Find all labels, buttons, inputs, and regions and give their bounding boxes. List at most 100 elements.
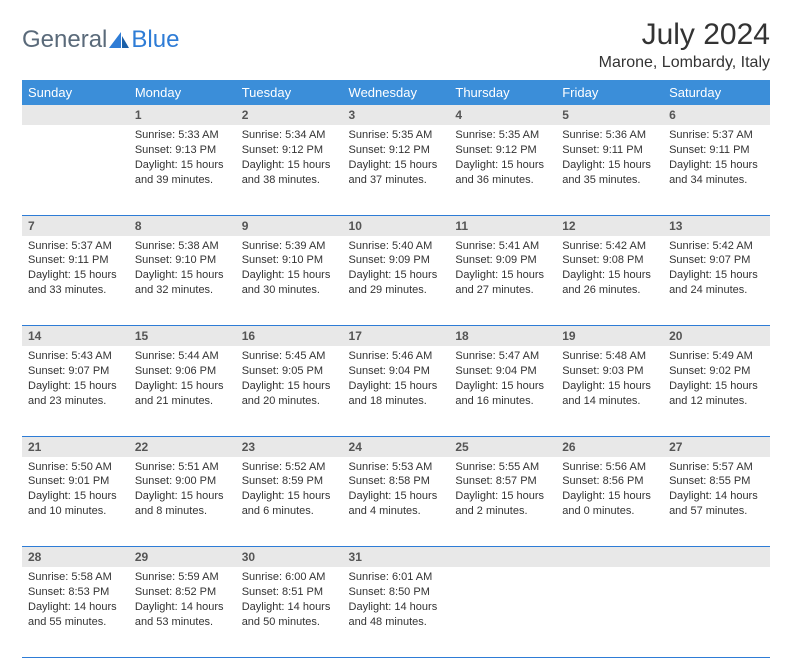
day-number: 18: [449, 326, 556, 347]
day-details: Sunrise: 5:34 AMSunset: 9:12 PMDaylight:…: [236, 125, 343, 193]
sunset-text: Sunset: 8:57 PM: [455, 474, 550, 489]
daylight-text: Daylight: 15 hours and 23 minutes.: [28, 379, 123, 409]
day-cell: Sunrise: 5:42 AMSunset: 9:08 PMDaylight:…: [556, 236, 663, 326]
day-details: Sunrise: 5:50 AMSunset: 9:01 PMDaylight:…: [22, 457, 129, 525]
daylight-text: Daylight: 14 hours and 50 minutes.: [242, 600, 337, 630]
day-cell: Sunrise: 5:58 AMSunset: 8:53 PMDaylight:…: [22, 567, 129, 657]
sunset-text: Sunset: 9:08 PM: [562, 253, 657, 268]
day-cell: Sunrise: 5:53 AMSunset: 8:58 PMDaylight:…: [343, 457, 450, 547]
sunset-text: Sunset: 9:11 PM: [28, 253, 123, 268]
daylight-text: Daylight: 15 hours and 34 minutes.: [669, 158, 764, 188]
weekday-header: Saturday: [663, 80, 770, 105]
day-details: Sunrise: 5:56 AMSunset: 8:56 PMDaylight:…: [556, 457, 663, 525]
calendar-table: Sunday Monday Tuesday Wednesday Thursday…: [22, 80, 770, 658]
sunset-text: Sunset: 8:59 PM: [242, 474, 337, 489]
sunrise-text: Sunrise: 5:59 AM: [135, 570, 230, 585]
sunrise-text: Sunrise: 6:00 AM: [242, 570, 337, 585]
calendar-body: 123456Sunrise: 5:33 AMSunset: 9:13 PMDay…: [22, 105, 770, 657]
day-cell: Sunrise: 5:42 AMSunset: 9:07 PMDaylight:…: [663, 236, 770, 326]
day-details: Sunrise: 5:58 AMSunset: 8:53 PMDaylight:…: [22, 567, 129, 635]
day-number: 30: [236, 547, 343, 568]
sunset-text: Sunset: 9:07 PM: [28, 364, 123, 379]
day-details: Sunrise: 5:59 AMSunset: 8:52 PMDaylight:…: [129, 567, 236, 635]
daylight-text: Daylight: 14 hours and 48 minutes.: [349, 600, 444, 630]
sunrise-text: Sunrise: 5:37 AM: [28, 239, 123, 254]
day-details: Sunrise: 5:35 AMSunset: 9:12 PMDaylight:…: [343, 125, 450, 193]
day-number: 11: [449, 215, 556, 236]
day-content-row: Sunrise: 5:37 AMSunset: 9:11 PM Daylight:…: [22, 236, 770, 326]
day-number: 16: [236, 326, 343, 347]
daylight-text: Daylight: 15 hours and 39 minutes.: [135, 158, 230, 188]
sunset-text: Sunset: 9:05 PM: [242, 364, 337, 379]
day-number: 21: [22, 436, 129, 457]
sunrise-text: Sunrise: 5:55 AM: [455, 460, 550, 475]
sunset-text: Sunset: 9:01 PM: [28, 474, 123, 489]
daylight-text: Daylight: 15 hours and 10 minutes.: [28, 489, 123, 519]
sunrise-text: Sunrise: 5:44 AM: [135, 349, 230, 364]
sunset-text: Sunset: 9:12 PM: [242, 143, 337, 158]
weekday-header: Friday: [556, 80, 663, 105]
day-details: Sunrise: 5:38 AMSunset: 9:10 PMDaylight:…: [129, 236, 236, 304]
sunrise-text: Sunrise: 5:35 AM: [455, 128, 550, 143]
sunrise-text: Sunrise: 5:58 AM: [28, 570, 123, 585]
day-cell: Sunrise: 6:00 AMSunset: 8:51 PMDaylight:…: [236, 567, 343, 657]
sunrise-text: Sunrise: 5:42 AM: [562, 239, 657, 254]
day-cell: Sunrise: 5:37 AMSunset: 9:11 PMDaylight:…: [22, 236, 129, 326]
daylight-text: Daylight: 14 hours and 55 minutes.: [28, 600, 123, 630]
sunrise-text: Sunrise: 5:50 AM: [28, 460, 123, 475]
daylight-text: Daylight: 15 hours and 8 minutes.: [135, 489, 230, 519]
day-cell: Sunrise: 5:51 AMSunset: 9:00 PMDaylight:…: [129, 457, 236, 547]
day-cell: Sunrise: 5:50 AMSunset: 9:01 PMDaylight:…: [22, 457, 129, 547]
day-number: 8: [129, 215, 236, 236]
day-cell: Sunrise: 5:40 AMSunset: 9:09 PMDaylight:…: [343, 236, 450, 326]
daylight-text: Daylight: 15 hours and 32 minutes.: [135, 268, 230, 298]
sunset-text: Sunset: 9:12 PM: [349, 143, 444, 158]
sunset-text: Sunset: 9:11 PM: [669, 143, 764, 158]
day-number: 14: [22, 326, 129, 347]
day-cell: Sunrise: 5:44 AMSunset: 9:06 PMDaylight:…: [129, 346, 236, 436]
day-cell: [449, 567, 556, 657]
day-details: Sunrise: 5:51 AMSunset: 9:00 PMDaylight:…: [129, 457, 236, 525]
sunrise-text: Sunrise: 5:42 AM: [669, 239, 764, 254]
daylight-text: Daylight: 15 hours and 36 minutes.: [455, 158, 550, 188]
sunset-text: Sunset: 9:12 PM: [455, 143, 550, 158]
day-number: 1: [129, 105, 236, 125]
sunrise-text: Sunrise: 5:46 AM: [349, 349, 444, 364]
sunrise-text: Sunrise: 5:34 AM: [242, 128, 337, 143]
title-block: July 2024 Marone, Lombardy, Italy: [599, 18, 770, 72]
sunset-text: Sunset: 8:50 PM: [349, 585, 444, 600]
daylight-text: Daylight: 15 hours and 35 minutes.: [562, 158, 657, 188]
brand-blue: Blue: [131, 26, 179, 54]
sunset-text: Sunset: 8:55 PM: [669, 474, 764, 489]
daylight-text: Daylight: 15 hours and 18 minutes.: [349, 379, 444, 409]
sunrise-text: Sunrise: 5:57 AM: [669, 460, 764, 475]
day-number: 6: [663, 105, 770, 125]
day-details: Sunrise: 5:42 AMSunset: 9:08 PMDaylight:…: [556, 236, 663, 304]
day-details: Sunrise: 5:36 AMSunset: 9:11 PMDaylight:…: [556, 125, 663, 193]
sunrise-text: Sunrise: 6:01 AM: [349, 570, 444, 585]
day-cell: Sunrise: 5:46 AMSunset: 9:04 PMDaylight:…: [343, 346, 450, 436]
day-cell: Sunrise: 5:59 AMSunset: 8:52 PMDaylight:…: [129, 567, 236, 657]
weekday-header: Wednesday: [343, 80, 450, 105]
sunset-text: Sunset: 9:09 PM: [455, 253, 550, 268]
day-number: 29: [129, 547, 236, 568]
sunset-text: Sunset: 9:02 PM: [669, 364, 764, 379]
daylight-text: Daylight: 15 hours and 20 minutes.: [242, 379, 337, 409]
sunrise-text: Sunrise: 5:52 AM: [242, 460, 337, 475]
daylight-text: Daylight: 15 hours and 0 minutes.: [562, 489, 657, 519]
day-details: Sunrise: 5:41 AMSunset: 9:09 PMDaylight:…: [449, 236, 556, 304]
daylight-text: Daylight: 15 hours and 14 minutes.: [562, 379, 657, 409]
day-number: 25: [449, 436, 556, 457]
month-title: July 2024: [599, 18, 770, 52]
day-cell: Sunrise: 5:47 AMSunset: 9:04 PMDaylight:…: [449, 346, 556, 436]
day-details: Sunrise: 5:55 AMSunset: 8:57 PMDaylight:…: [449, 457, 556, 525]
day-cell: Sunrise: 5:43 AMSunset: 9:07 PMDaylight:…: [22, 346, 129, 436]
sunrise-text: Sunrise: 5:53 AM: [349, 460, 444, 475]
day-number: 5: [556, 105, 663, 125]
day-cell: Sunrise: 5:48 AMSunset: 9:03 PMDaylight:…: [556, 346, 663, 436]
sunrise-text: Sunrise: 5:45 AM: [242, 349, 337, 364]
day-details: Sunrise: 5:35 AMSunset: 9:12 PMDaylight:…: [449, 125, 556, 193]
day-details: Sunrise: 6:01 AMSunset: 8:50 PMDaylight:…: [343, 567, 450, 635]
weekday-header: Tuesday: [236, 80, 343, 105]
daylight-text: Daylight: 15 hours and 16 minutes.: [455, 379, 550, 409]
